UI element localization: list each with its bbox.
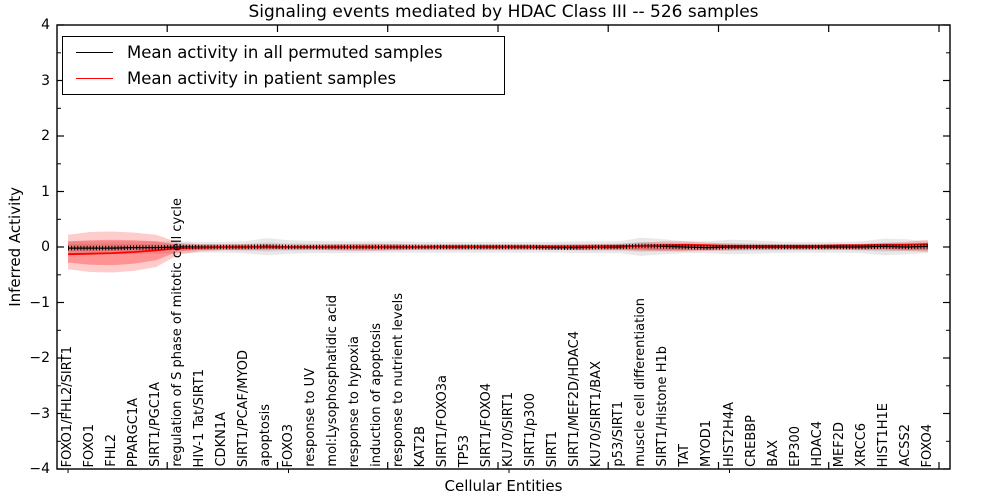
x-tick-label: MYOD1 <box>699 420 715 467</box>
x-tick-label: CREBBP <box>743 415 759 467</box>
x-tick-label: regulation of S phase of mitotic cell cy… <box>170 198 186 467</box>
permuted-line-markers <box>68 243 929 251</box>
x-tick-label: KU70/SIRT1 <box>501 392 516 467</box>
x-tick-label: CDKN1A <box>214 412 230 467</box>
x-tick-label: response to UV <box>302 368 318 467</box>
chart-title: Signaling events mediated by HDAC Class … <box>248 2 759 22</box>
legend: Mean activity in all permuted samples Me… <box>62 36 505 95</box>
x-tick-label: SIRT1/p300 <box>523 393 539 467</box>
y-tick-label: 2 <box>41 128 50 144</box>
x-tick-label: FOXO3 <box>280 423 296 467</box>
y-tick-label: 4 <box>41 17 50 33</box>
x-tick-label: SIRT1/PCAF/MYOD <box>236 349 252 467</box>
x-tick-label: muscle cell differentiation <box>633 298 649 467</box>
y-tick-label: 1 <box>41 183 50 200</box>
x-tick-label: XRCC6 <box>853 423 869 467</box>
x-tick-label: KAT2B <box>412 425 428 467</box>
y-tick-label: −2 <box>29 350 50 366</box>
x-tick-label: FOXO1 <box>82 423 98 467</box>
x-tick-label: SIRT1/FOXO3a <box>434 374 450 467</box>
x-tick-label: TP53 <box>456 434 472 467</box>
x-tick-label: EP300 <box>787 426 803 467</box>
x-tick-label: SIRT1/FOXO4 <box>478 382 494 467</box>
x-tick-label: TAT <box>677 444 693 467</box>
x-tick-label: FHL2 <box>104 434 120 467</box>
x-tick-label: FOXO1/FHL2/SIRT1 <box>60 345 76 467</box>
y-tick-label: 3 <box>41 72 50 89</box>
x-tick-label: HIST2H4A <box>721 401 737 467</box>
x-tick-label: SIRT1 <box>545 430 561 467</box>
x-tick-label: PPARGC1A <box>126 397 142 467</box>
x-tick-label: SIRT1/PGC1A <box>148 382 164 467</box>
y-tick-label: −4 <box>29 461 50 477</box>
x-tick-label: KU70/SIRT1/BAX <box>589 360 605 467</box>
y-tick-label: −1 <box>29 294 50 311</box>
x-tick-label: HIV-1 Tat/SIRT1 <box>192 368 208 467</box>
patient-band-outer <box>68 231 928 273</box>
x-tick-label: p53/SIRT1 <box>611 401 627 467</box>
x-tick-label: FOXO4 <box>919 423 935 467</box>
legend-label-patient: Mean activity in patient samples <box>127 69 397 89</box>
legend-line-permuted-icon <box>76 51 113 53</box>
y-tick-label: −3 <box>29 405 50 422</box>
legend-item-permuted: Mean activity in all permuted samples <box>63 39 504 65</box>
x-tick-label: response to hypoxia <box>346 335 362 467</box>
x-tick-label: MEF2D <box>831 421 847 467</box>
x-tick-label: SIRT1/MEF2D/HDAC4 <box>567 331 583 467</box>
x-tick-label: response to nutrient levels <box>390 292 406 467</box>
x-tick-label: mol:Lysophosphatidic acid <box>324 295 340 467</box>
y-tick-label: 0 <box>41 239 50 255</box>
x-tick-label: HDAC4 <box>809 421 825 467</box>
legend-item-patient: Mean activity in patient samples <box>63 66 504 92</box>
x-tick-label: BAX <box>765 440 781 467</box>
x-tick-label: induction of apoptosis <box>368 323 384 467</box>
x-tick-label: SIRT1/Histone H1b <box>655 346 671 467</box>
x-tick-label: HIST1H1E <box>875 402 891 467</box>
legend-label-permuted: Mean activity in all permuted samples <box>127 42 443 62</box>
x-tick-label: ACSS2 <box>897 424 913 467</box>
x-axis-label: Cellular Entities <box>444 477 563 495</box>
x-tick-label: apoptosis <box>258 404 274 467</box>
legend-line-patient-icon <box>76 78 113 80</box>
